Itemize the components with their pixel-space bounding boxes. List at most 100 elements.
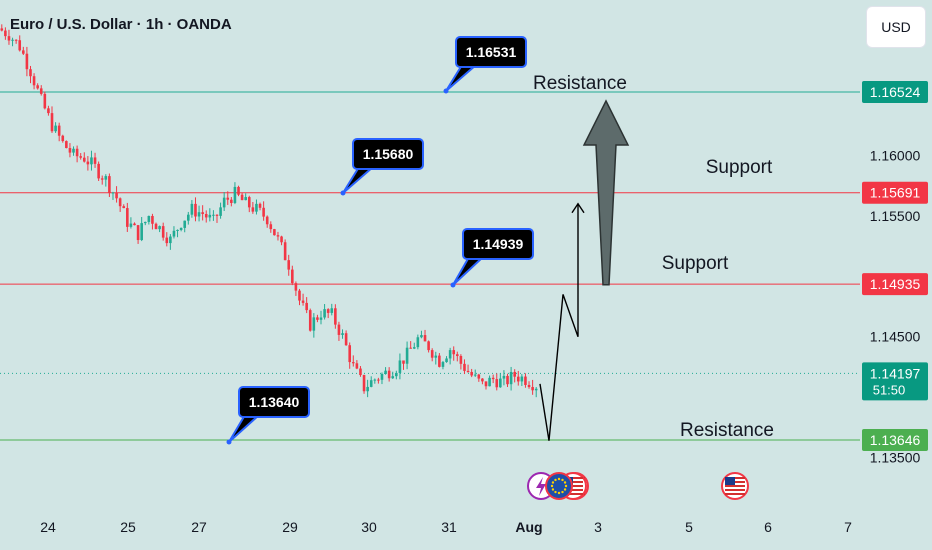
candle-149 [534, 388, 538, 391]
y-tick-label-3: 1.13500 [870, 450, 921, 466]
y-tick-label-2: 1.14500 [870, 329, 921, 345]
x-tick-label-4: 30 [361, 519, 377, 535]
candle-6 [22, 50, 25, 54]
candle-18 [65, 141, 68, 149]
candle-118 [423, 335, 427, 342]
candle-141 [506, 375, 509, 385]
candle-27 [97, 163, 100, 179]
candle-104 [373, 379, 377, 381]
candle-76 [273, 229, 276, 236]
us-flag-canton [725, 477, 735, 485]
callout-box-1[interactable] [352, 138, 424, 170]
candle-83 [298, 290, 301, 301]
candle-62 [222, 197, 226, 208]
candle-11 [39, 88, 43, 94]
candle-33 [118, 198, 122, 207]
eu-flag-star [561, 490, 564, 494]
candle-26 [93, 157, 97, 164]
candle-122 [438, 355, 441, 367]
eu-flag-star [564, 484, 568, 488]
candle-43 [154, 223, 158, 230]
callout-box-0[interactable] [455, 36, 527, 68]
candle-75 [269, 224, 273, 230]
candle-39 [140, 223, 143, 241]
candle-67 [240, 194, 244, 201]
candle-139 [499, 378, 502, 388]
candle-35 [126, 208, 129, 227]
chart-title: Euro / U.S. Dollar · 1h · OANDA [10, 16, 232, 33]
candle-108 [387, 370, 391, 379]
candle-21 [75, 148, 79, 157]
candle-143 [513, 371, 516, 377]
candle-17 [61, 135, 65, 142]
candle-13 [47, 108, 50, 114]
candle-112 [402, 360, 405, 364]
y-tick-label-1: 1.15500 [870, 208, 921, 224]
candle-146 [524, 376, 527, 385]
candle-117 [420, 335, 423, 338]
candle-49 [176, 229, 179, 231]
candle-87 [312, 317, 316, 331]
eu-flag-star [563, 481, 567, 484]
candle-103 [369, 380, 373, 387]
candle-63 [226, 197, 230, 200]
candle-25 [90, 157, 93, 165]
candle-22 [79, 156, 82, 158]
eu-flag-star [554, 490, 557, 494]
candle-44 [158, 226, 161, 230]
eu-flag-icon[interactable] [545, 472, 573, 500]
candle-38 [136, 225, 140, 241]
candle-24 [86, 161, 90, 165]
x-tick-label-10: 7 [844, 519, 852, 535]
candle-105 [377, 379, 380, 381]
candle-69 [247, 197, 251, 208]
candle-1 [4, 30, 7, 37]
candle-8 [29, 69, 32, 77]
candle-140 [502, 375, 506, 379]
candle-74 [265, 216, 269, 225]
candle-121 [434, 355, 438, 358]
candle-16 [57, 125, 61, 136]
candle-100 [359, 368, 362, 376]
candle-147 [527, 384, 531, 388]
candle-130 [466, 370, 470, 372]
candle-98 [351, 362, 355, 364]
candle-113 [405, 347, 409, 364]
eu-flag-star [561, 478, 564, 482]
candle-40 [143, 221, 147, 224]
candle-19 [68, 148, 72, 153]
candle-115 [412, 347, 416, 349]
currency-button[interactable]: USD [866, 6, 926, 48]
candle-65 [233, 186, 237, 203]
eu-flag-star [550, 484, 554, 488]
callout-pointer-1 [342, 166, 374, 194]
callout-label-2: 1.14939 [473, 236, 524, 252]
candle-116 [416, 337, 420, 348]
candle-92 [330, 308, 334, 313]
candle-20 [72, 148, 75, 153]
candle-34 [122, 206, 126, 209]
price-tag-2 [862, 273, 928, 296]
candle-29 [104, 176, 108, 180]
callout-box-3[interactable] [238, 386, 310, 418]
eu-flag-star [557, 491, 561, 495]
price-tag-4 [862, 429, 928, 451]
candle-68 [244, 197, 247, 201]
candle-46 [165, 237, 169, 244]
eu-flag-star [554, 478, 557, 482]
candle-61 [219, 207, 222, 216]
callout-anchor-2 [450, 282, 456, 288]
candle-137 [491, 377, 495, 380]
candle-114 [409, 347, 412, 349]
candle-123 [441, 362, 445, 367]
callout-anchor-3 [226, 439, 232, 445]
candle-99 [355, 363, 359, 369]
y-tick-label-0: 1.16000 [870, 147, 921, 163]
lightning-glyph [536, 477, 546, 496]
callout-box-2[interactable] [462, 228, 534, 260]
candle-133 [477, 374, 481, 379]
candle-7 [25, 53, 29, 70]
annotation-resistance-0: Resistance [533, 73, 627, 94]
candle-131 [470, 371, 473, 376]
